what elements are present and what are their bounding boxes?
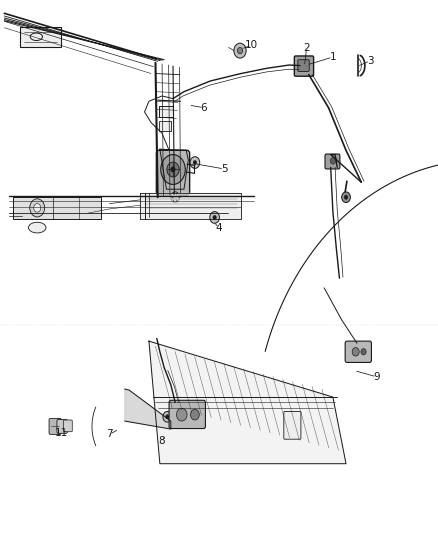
Circle shape xyxy=(361,349,366,355)
FancyBboxPatch shape xyxy=(345,341,371,362)
FancyBboxPatch shape xyxy=(49,418,61,434)
Circle shape xyxy=(213,215,216,220)
Circle shape xyxy=(167,162,179,177)
Text: 3: 3 xyxy=(367,56,374,66)
Circle shape xyxy=(193,160,197,165)
Circle shape xyxy=(237,47,243,54)
Circle shape xyxy=(161,155,185,184)
Text: 2: 2 xyxy=(303,43,310,53)
Circle shape xyxy=(171,167,175,172)
Circle shape xyxy=(330,158,336,164)
FancyBboxPatch shape xyxy=(20,27,61,47)
Circle shape xyxy=(34,204,41,212)
FancyBboxPatch shape xyxy=(298,60,309,71)
Text: 1: 1 xyxy=(329,52,336,62)
FancyBboxPatch shape xyxy=(325,154,340,169)
FancyBboxPatch shape xyxy=(294,56,314,76)
Circle shape xyxy=(210,212,219,223)
FancyBboxPatch shape xyxy=(156,150,190,195)
FancyBboxPatch shape xyxy=(159,106,173,117)
FancyBboxPatch shape xyxy=(159,121,171,131)
Text: 9: 9 xyxy=(373,372,380,382)
Circle shape xyxy=(30,199,45,217)
Circle shape xyxy=(171,192,180,203)
Polygon shape xyxy=(125,389,171,429)
FancyBboxPatch shape xyxy=(13,197,101,219)
Circle shape xyxy=(342,192,350,203)
Ellipse shape xyxy=(28,222,46,233)
FancyBboxPatch shape xyxy=(284,411,301,439)
Text: 5: 5 xyxy=(221,164,228,174)
Polygon shape xyxy=(149,341,346,464)
Circle shape xyxy=(166,415,169,419)
Text: 8: 8 xyxy=(158,436,165,446)
Circle shape xyxy=(234,43,246,58)
Text: 7: 7 xyxy=(106,430,113,439)
FancyBboxPatch shape xyxy=(169,400,205,429)
Circle shape xyxy=(177,408,187,421)
Circle shape xyxy=(163,411,172,422)
FancyBboxPatch shape xyxy=(57,419,67,433)
Ellipse shape xyxy=(30,33,42,41)
Text: 11: 11 xyxy=(55,428,68,438)
Circle shape xyxy=(190,157,200,168)
Text: 6: 6 xyxy=(200,103,207,112)
FancyBboxPatch shape xyxy=(64,420,72,432)
Circle shape xyxy=(352,348,359,356)
Text: 4: 4 xyxy=(215,223,223,233)
Text: 10: 10 xyxy=(245,41,258,50)
Circle shape xyxy=(191,409,199,420)
Polygon shape xyxy=(160,149,188,189)
Polygon shape xyxy=(140,193,241,219)
Circle shape xyxy=(344,195,348,199)
